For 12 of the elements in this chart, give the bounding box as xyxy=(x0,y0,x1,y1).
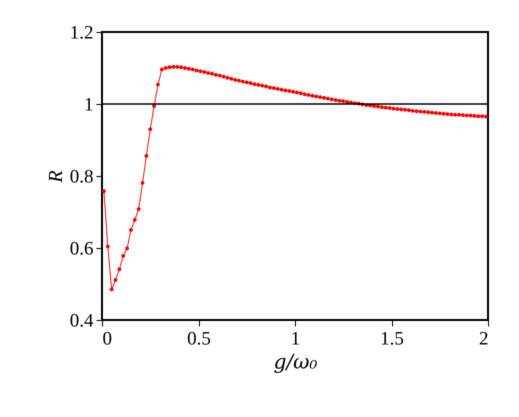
x-tick-label: 0.5 xyxy=(187,328,211,350)
y-tick-label: 1 xyxy=(84,94,94,116)
x-tick-label: 1.5 xyxy=(380,328,404,350)
x-tick-label: 0 xyxy=(102,328,112,350)
y-tick-label: 0.4 xyxy=(70,310,94,332)
y-tick-label: 0.6 xyxy=(70,238,94,260)
x-tick-label: 2 xyxy=(479,328,488,350)
x-tick-label: 1 xyxy=(290,328,300,350)
y-tick-label: 0.8 xyxy=(70,166,94,188)
y-axis-title: R xyxy=(44,170,67,184)
y-tick-label: 1.2 xyxy=(70,22,94,44)
x-axis-title: g/ω₀ xyxy=(274,350,318,374)
